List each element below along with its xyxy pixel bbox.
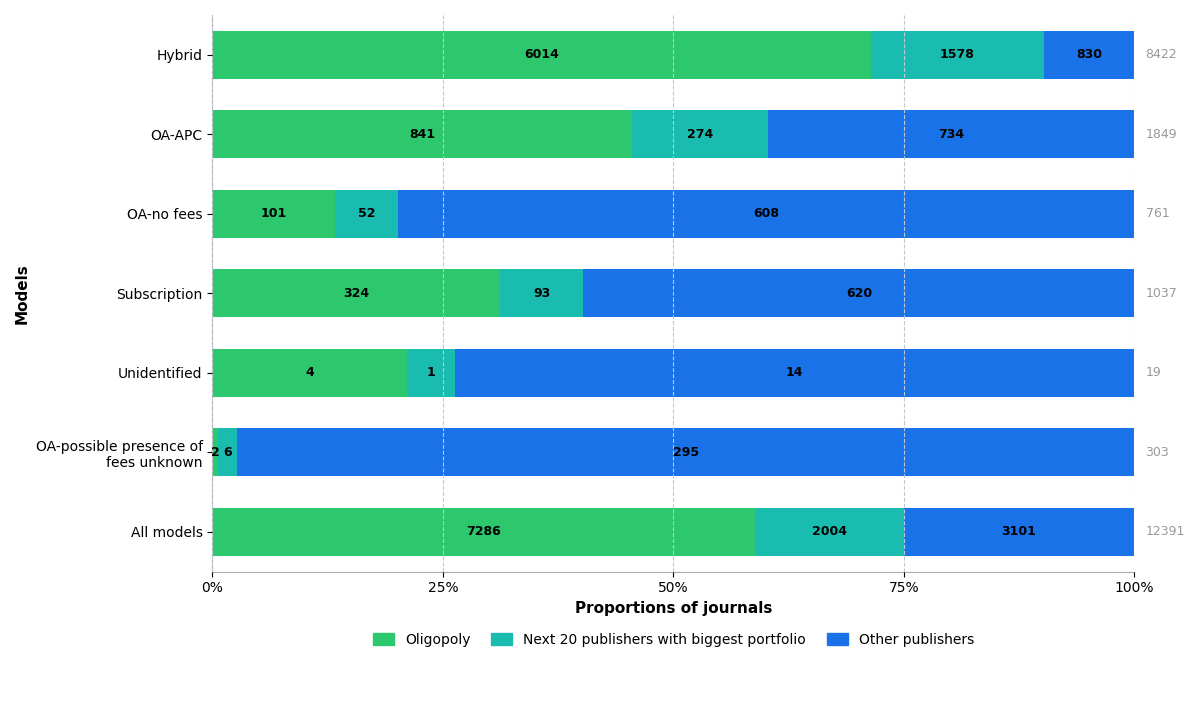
Bar xyxy=(212,508,755,556)
Bar xyxy=(212,269,1134,317)
Bar xyxy=(1044,31,1134,79)
Text: 620: 620 xyxy=(846,287,872,300)
Text: 2004: 2004 xyxy=(811,525,847,538)
Bar xyxy=(212,110,1134,158)
Bar xyxy=(212,269,500,317)
Text: 2: 2 xyxy=(211,446,220,458)
Text: 295: 295 xyxy=(672,446,698,458)
Text: 324: 324 xyxy=(343,287,370,300)
Text: 1: 1 xyxy=(426,366,436,379)
Text: 6014: 6014 xyxy=(524,48,559,61)
Text: 6: 6 xyxy=(223,446,232,458)
Bar xyxy=(212,110,631,158)
Text: 14: 14 xyxy=(786,366,804,379)
Text: 1578: 1578 xyxy=(940,48,974,61)
Text: 8422: 8422 xyxy=(1146,48,1177,61)
Bar xyxy=(583,269,1134,317)
Bar xyxy=(871,31,1044,79)
Bar xyxy=(755,508,904,556)
Text: 1037: 1037 xyxy=(1146,287,1177,300)
Bar xyxy=(212,349,407,397)
Text: 830: 830 xyxy=(1076,48,1102,61)
Text: 761: 761 xyxy=(1146,207,1169,220)
Bar xyxy=(768,110,1134,158)
Bar xyxy=(212,190,1134,238)
Text: 274: 274 xyxy=(686,128,713,141)
Bar xyxy=(212,428,218,476)
Text: 303: 303 xyxy=(1146,446,1169,458)
Bar xyxy=(631,110,768,158)
Text: 841: 841 xyxy=(409,128,436,141)
Text: 608: 608 xyxy=(754,207,779,220)
Y-axis label: Models: Models xyxy=(14,263,30,324)
Text: 93: 93 xyxy=(533,287,551,300)
Bar xyxy=(236,428,1134,476)
Bar xyxy=(212,428,1134,476)
X-axis label: Proportions of journals: Proportions of journals xyxy=(575,601,772,615)
Text: 734: 734 xyxy=(938,128,965,141)
Text: 101: 101 xyxy=(260,207,287,220)
Bar xyxy=(212,349,1134,397)
Bar xyxy=(212,31,871,79)
Bar xyxy=(904,508,1134,556)
Bar xyxy=(212,190,335,238)
Text: 7286: 7286 xyxy=(466,525,500,538)
Text: 1849: 1849 xyxy=(1146,128,1177,141)
Bar xyxy=(212,508,1134,556)
Legend: Oligopoly, Next 20 publishers with biggest portfolio, Other publishers: Oligopoly, Next 20 publishers with bigge… xyxy=(366,626,980,653)
Text: 3101: 3101 xyxy=(1002,525,1037,538)
Bar xyxy=(500,269,583,317)
Text: 52: 52 xyxy=(358,207,376,220)
Bar xyxy=(455,349,1134,397)
Bar xyxy=(218,428,236,476)
Text: 19: 19 xyxy=(1146,366,1162,379)
Bar xyxy=(397,190,1134,238)
Text: 4: 4 xyxy=(305,366,314,379)
Bar xyxy=(335,190,397,238)
Bar xyxy=(212,31,1134,79)
Bar xyxy=(407,349,455,397)
Text: 12391: 12391 xyxy=(1146,525,1184,538)
